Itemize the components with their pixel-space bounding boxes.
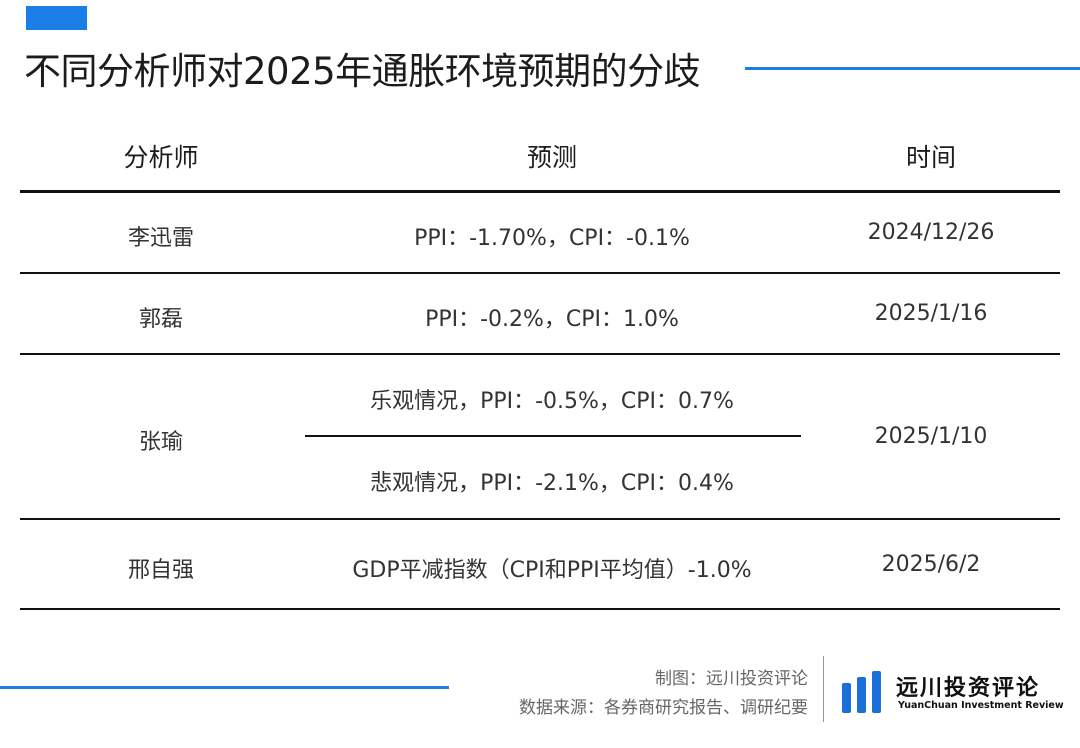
row2-analyst: 郭磊 bbox=[138, 307, 183, 332]
row-rule bbox=[20, 518, 1060, 520]
footer-accent-line bbox=[0, 686, 449, 689]
row1-date: 2024/12/26 bbox=[867, 220, 995, 245]
row3-inner-rule bbox=[305, 435, 801, 437]
row-rule bbox=[20, 353, 1060, 355]
row1-analyst: 李迅雷 bbox=[127, 226, 194, 251]
row4-forecast: GDP平减指数（CPI和PPI平均值）-1.0% bbox=[352, 558, 752, 583]
title-accent-block bbox=[26, 6, 87, 30]
page-title: 不同分析师对2025年通胀环境预期的分歧 bbox=[24, 50, 701, 93]
row-rule bbox=[20, 272, 1060, 274]
table-bottom-rule bbox=[20, 608, 1060, 610]
row3-forecast-pessimistic: 悲观情况，PPI：-2.1%，CPI：0.4% bbox=[370, 471, 734, 496]
footer-divider bbox=[823, 656, 824, 722]
row3-analyst: 张瑜 bbox=[138, 430, 183, 455]
three-vertical-bars-icon bbox=[842, 671, 890, 713]
logo-english-name: YuanChuan Investment Review bbox=[898, 700, 1064, 711]
header-forecast: 预测 bbox=[526, 143, 577, 172]
row2-forecast: PPI：-0.2%，CPI：1.0% bbox=[425, 307, 679, 332]
row4-analyst: 邢自强 bbox=[127, 558, 194, 583]
row2-date: 2025/1/16 bbox=[874, 301, 988, 326]
title-accent-line bbox=[745, 67, 1080, 70]
header-analyst: 分析师 bbox=[123, 143, 199, 172]
header-rule bbox=[20, 190, 1060, 193]
chart-credit: 制图：远川投资评论 bbox=[655, 669, 808, 689]
row3-forecast-optimistic: 乐观情况，PPI：-0.5%，CPI：0.7% bbox=[370, 389, 734, 414]
row1-forecast: PPI：-1.70%，CPI：-0.1% bbox=[414, 226, 690, 251]
row4-date: 2025/6/2 bbox=[881, 552, 981, 577]
data-source: 数据来源：各券商研究报告、调研纪要 bbox=[519, 698, 808, 718]
row3-date: 2025/1/10 bbox=[874, 424, 988, 449]
logo-wordmark: 远川投资评论 bbox=[896, 676, 1041, 701]
header-date: 时间 bbox=[905, 143, 956, 172]
